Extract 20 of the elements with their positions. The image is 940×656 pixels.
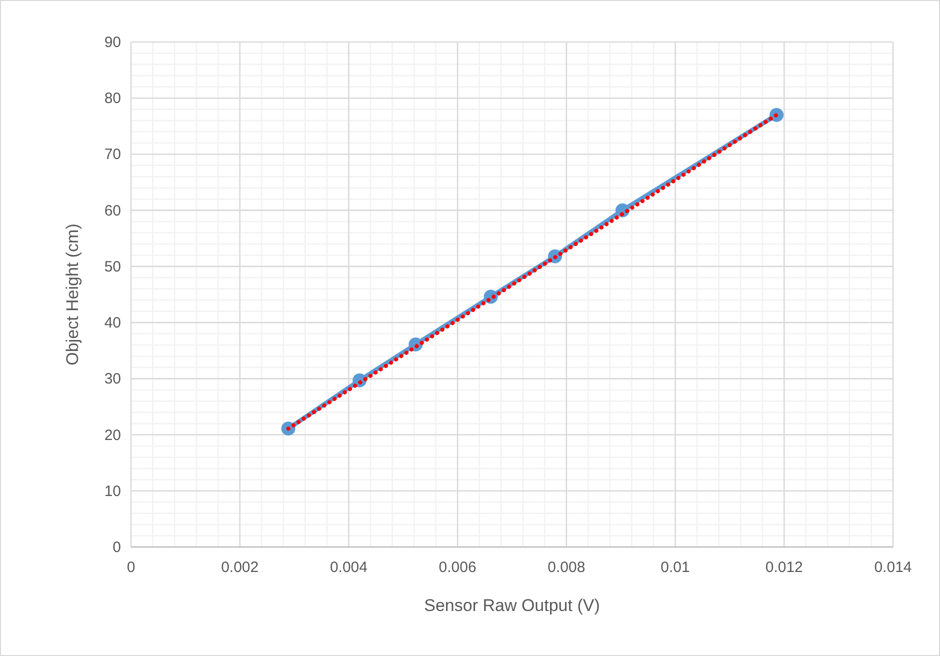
- x-tick-label: 0.01: [660, 559, 690, 576]
- y-tick-label: 10: [104, 482, 121, 500]
- y-tick-label: 0: [112, 539, 121, 556]
- y-tick-label: 60: [104, 202, 121, 220]
- y-tick-label: 30: [104, 370, 121, 388]
- y-tick-label: 20: [104, 426, 121, 444]
- y-tick-label: 50: [104, 258, 121, 276]
- y-axis-title: Object Height (cm): [63, 224, 82, 366]
- x-tick-label: 0.014: [874, 559, 912, 576]
- x-tick-label: 0.008: [548, 559, 586, 576]
- x-tick-label: 0.012: [765, 559, 803, 576]
- x-axis-title: Sensor Raw Output (V): [424, 596, 600, 615]
- x-tick-label: 0.006: [438, 559, 476, 576]
- x-tick-label: 0.004: [330, 559, 368, 576]
- y-tick-label: 80: [104, 90, 121, 108]
- y-tick-label: 90: [104, 34, 121, 51]
- x-tick-label: 0: [126, 559, 136, 576]
- x-tick-label: 0.002: [221, 559, 259, 576]
- y-tick-label: 40: [104, 314, 121, 332]
- y-tick-label: 70: [104, 146, 121, 164]
